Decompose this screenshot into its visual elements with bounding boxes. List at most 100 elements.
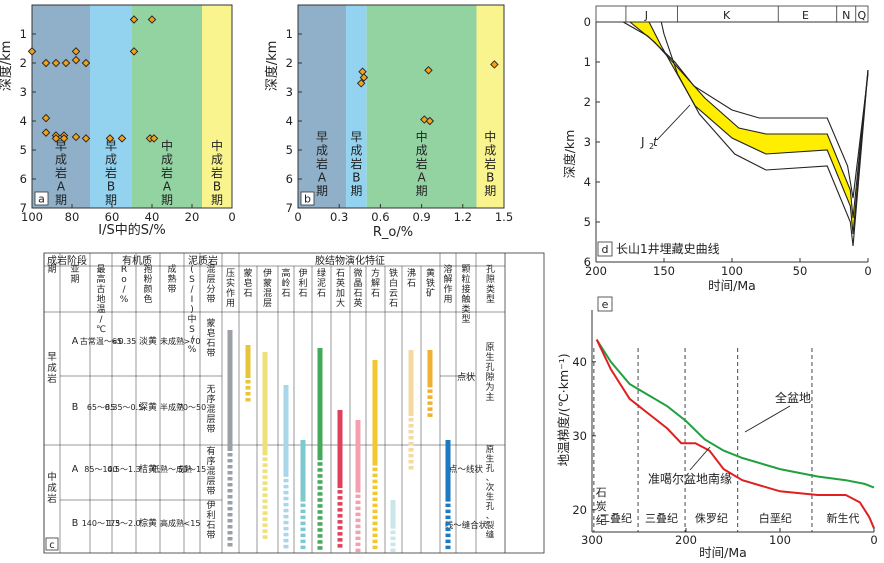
table-cell-contact: 线～缝合状 [445,520,488,531]
char: 生 [486,492,495,503]
char: A [163,180,172,194]
char: 成 [161,153,173,167]
char: 隙 [486,273,495,285]
char: ) [190,305,194,315]
x-tick-label: 20 [185,210,200,224]
mineral-bar-dash [283,478,289,483]
char: 期 [70,274,79,285]
y-tick-label: 5 [20,143,27,157]
char: 作 [443,283,452,295]
char: 次 [486,482,495,493]
period-label: K [723,9,731,22]
period-label: Q [858,9,867,22]
mineral-bar-dash [227,543,233,547]
x-tick-label: 150 [653,264,675,278]
mineral-bar-dash [227,483,233,487]
period-label-c3: 纪 [596,514,607,527]
char: 颗 [461,264,470,275]
char: % [188,345,197,355]
mineral-bar-dash [372,527,378,532]
char: 、 [486,474,495,484]
panel-label: d [602,243,609,256]
mineral-bar-dash [227,507,233,511]
period-label: 白垩纪 [759,511,792,525]
table-cell-maturity: 高成熟 [160,518,184,528]
char: 序 [206,393,215,405]
table-header-group: 胶结物演化特征 [315,254,385,267]
mineral-bar [445,440,451,502]
data-point [41,128,51,137]
char: 带 [167,284,176,295]
table-column-header: Ro/% [120,265,129,305]
char: 成 [484,144,496,158]
mineral-bar-dash [427,389,433,393]
char: / [122,285,126,295]
mineral-bar-dash [227,525,233,529]
char: 期 [316,184,328,198]
char: 石 [243,289,252,299]
char: 型 [486,294,495,305]
char: 方 [371,267,380,279]
table-cell-pore: 原生孔、次生孔、裂缝 [486,445,495,541]
char: 早 [350,130,362,144]
char: 用 [443,294,452,305]
period-label: 侏罗纪 [695,512,728,525]
mineral-bar-dash [355,542,361,547]
panel-label-box [300,191,315,206]
table-cell-ro: 0.5～1.3 [107,465,140,474]
char: 英 [336,277,345,289]
table-cell-stage: 中成岩 [47,471,57,505]
char: A [318,171,327,185]
mineral-bar-dash [317,504,323,508]
char: 伊 [263,267,272,279]
char: 蒙 [206,317,215,329]
char: 成 [47,482,57,494]
table-cell-s: 70～50 [178,403,206,412]
char: o [121,275,127,285]
char: 解 [443,273,452,285]
y-axis-label: 深度/km [562,130,577,179]
char: 蒙 [243,267,252,279]
mineral-bar-dash [262,517,268,521]
mineral-bar-dash [445,545,451,550]
char: / [190,285,194,295]
mineral-bar-dash [300,521,306,526]
table-column-header: 沸石 [407,267,416,289]
period-label: J [644,9,648,22]
panel-label-box [597,241,613,257]
mineral-bar-dash [317,498,323,502]
char: 带 [206,486,215,497]
table-column-header: (S/I)中S/% [187,265,196,355]
char: 岩 [47,373,57,385]
mineral-bar [283,385,289,477]
mineral-bar-dash [283,508,289,513]
table-cell-temp: 85～140 [84,465,117,474]
char: 带 [206,530,215,541]
table-cell-maturity: 低熟～成熟 [152,464,192,474]
char: 带 [206,424,215,435]
x-tick-label: 0 [294,210,301,224]
table-cell-color: 深黄 [139,401,157,413]
annotation-t: t [653,135,659,149]
char: 岩 [416,156,428,171]
char: A [417,171,426,185]
char: 有 [206,445,215,457]
mineral-bar-dash [390,542,396,547]
mineral-bar-dash [262,505,268,509]
char: 中 [187,313,196,325]
table-cell-temp: 古常温～65 [80,336,122,346]
y-tick-label: 1 [20,27,27,41]
char: 微 [353,267,362,279]
x-tick-label: 100 [21,210,43,224]
y-tick-label: 3 [20,85,27,99]
char: B [213,180,221,194]
data-point [356,79,366,88]
y-tick-label: 5 [584,215,591,229]
mineral-bar-dash [227,537,233,541]
x-axis-label: R_o/% [373,225,413,240]
